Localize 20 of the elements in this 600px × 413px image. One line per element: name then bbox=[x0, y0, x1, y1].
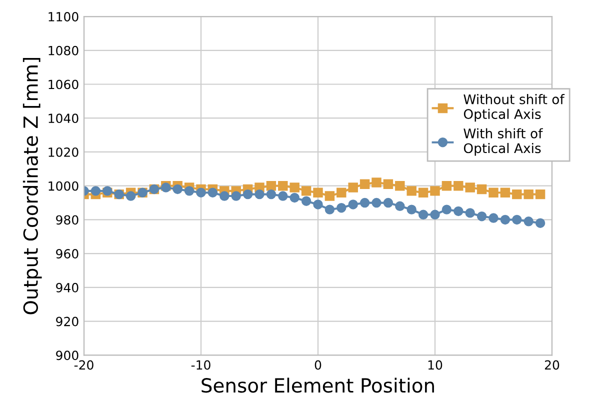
x-tick-label: 0 bbox=[314, 360, 322, 370]
x-axis-title: Sensor Element Position bbox=[202, 378, 434, 393]
x-tick-label: 20 bbox=[544, 360, 560, 370]
y-tick-label: 980 bbox=[56, 215, 78, 225]
legend-label: With shift of Optical Axis bbox=[464, 128, 543, 156]
y-tick-label: 1060 bbox=[48, 80, 78, 90]
y-tick-label: 900 bbox=[56, 350, 78, 360]
y-axis-title: Output Coordinate Z [mm] bbox=[22, 58, 42, 314]
y-tick-label: 1040 bbox=[48, 114, 78, 124]
legend-label: Without shift of Optical Axis bbox=[464, 94, 565, 122]
y-tick-label: 1020 bbox=[48, 147, 78, 157]
y-tick-label: 940 bbox=[56, 282, 78, 292]
x-tick-label: -20 bbox=[74, 360, 94, 370]
y-tick-label: 1080 bbox=[48, 46, 78, 56]
y-tick-label: 1000 bbox=[48, 181, 78, 191]
x-tick-label: -10 bbox=[191, 360, 210, 370]
y-tick-label: 920 bbox=[56, 316, 78, 326]
x-tick-label: 10 bbox=[428, 360, 442, 370]
y-tick-label: 1100 bbox=[48, 12, 78, 22]
y-tick-label: 960 bbox=[56, 249, 78, 259]
